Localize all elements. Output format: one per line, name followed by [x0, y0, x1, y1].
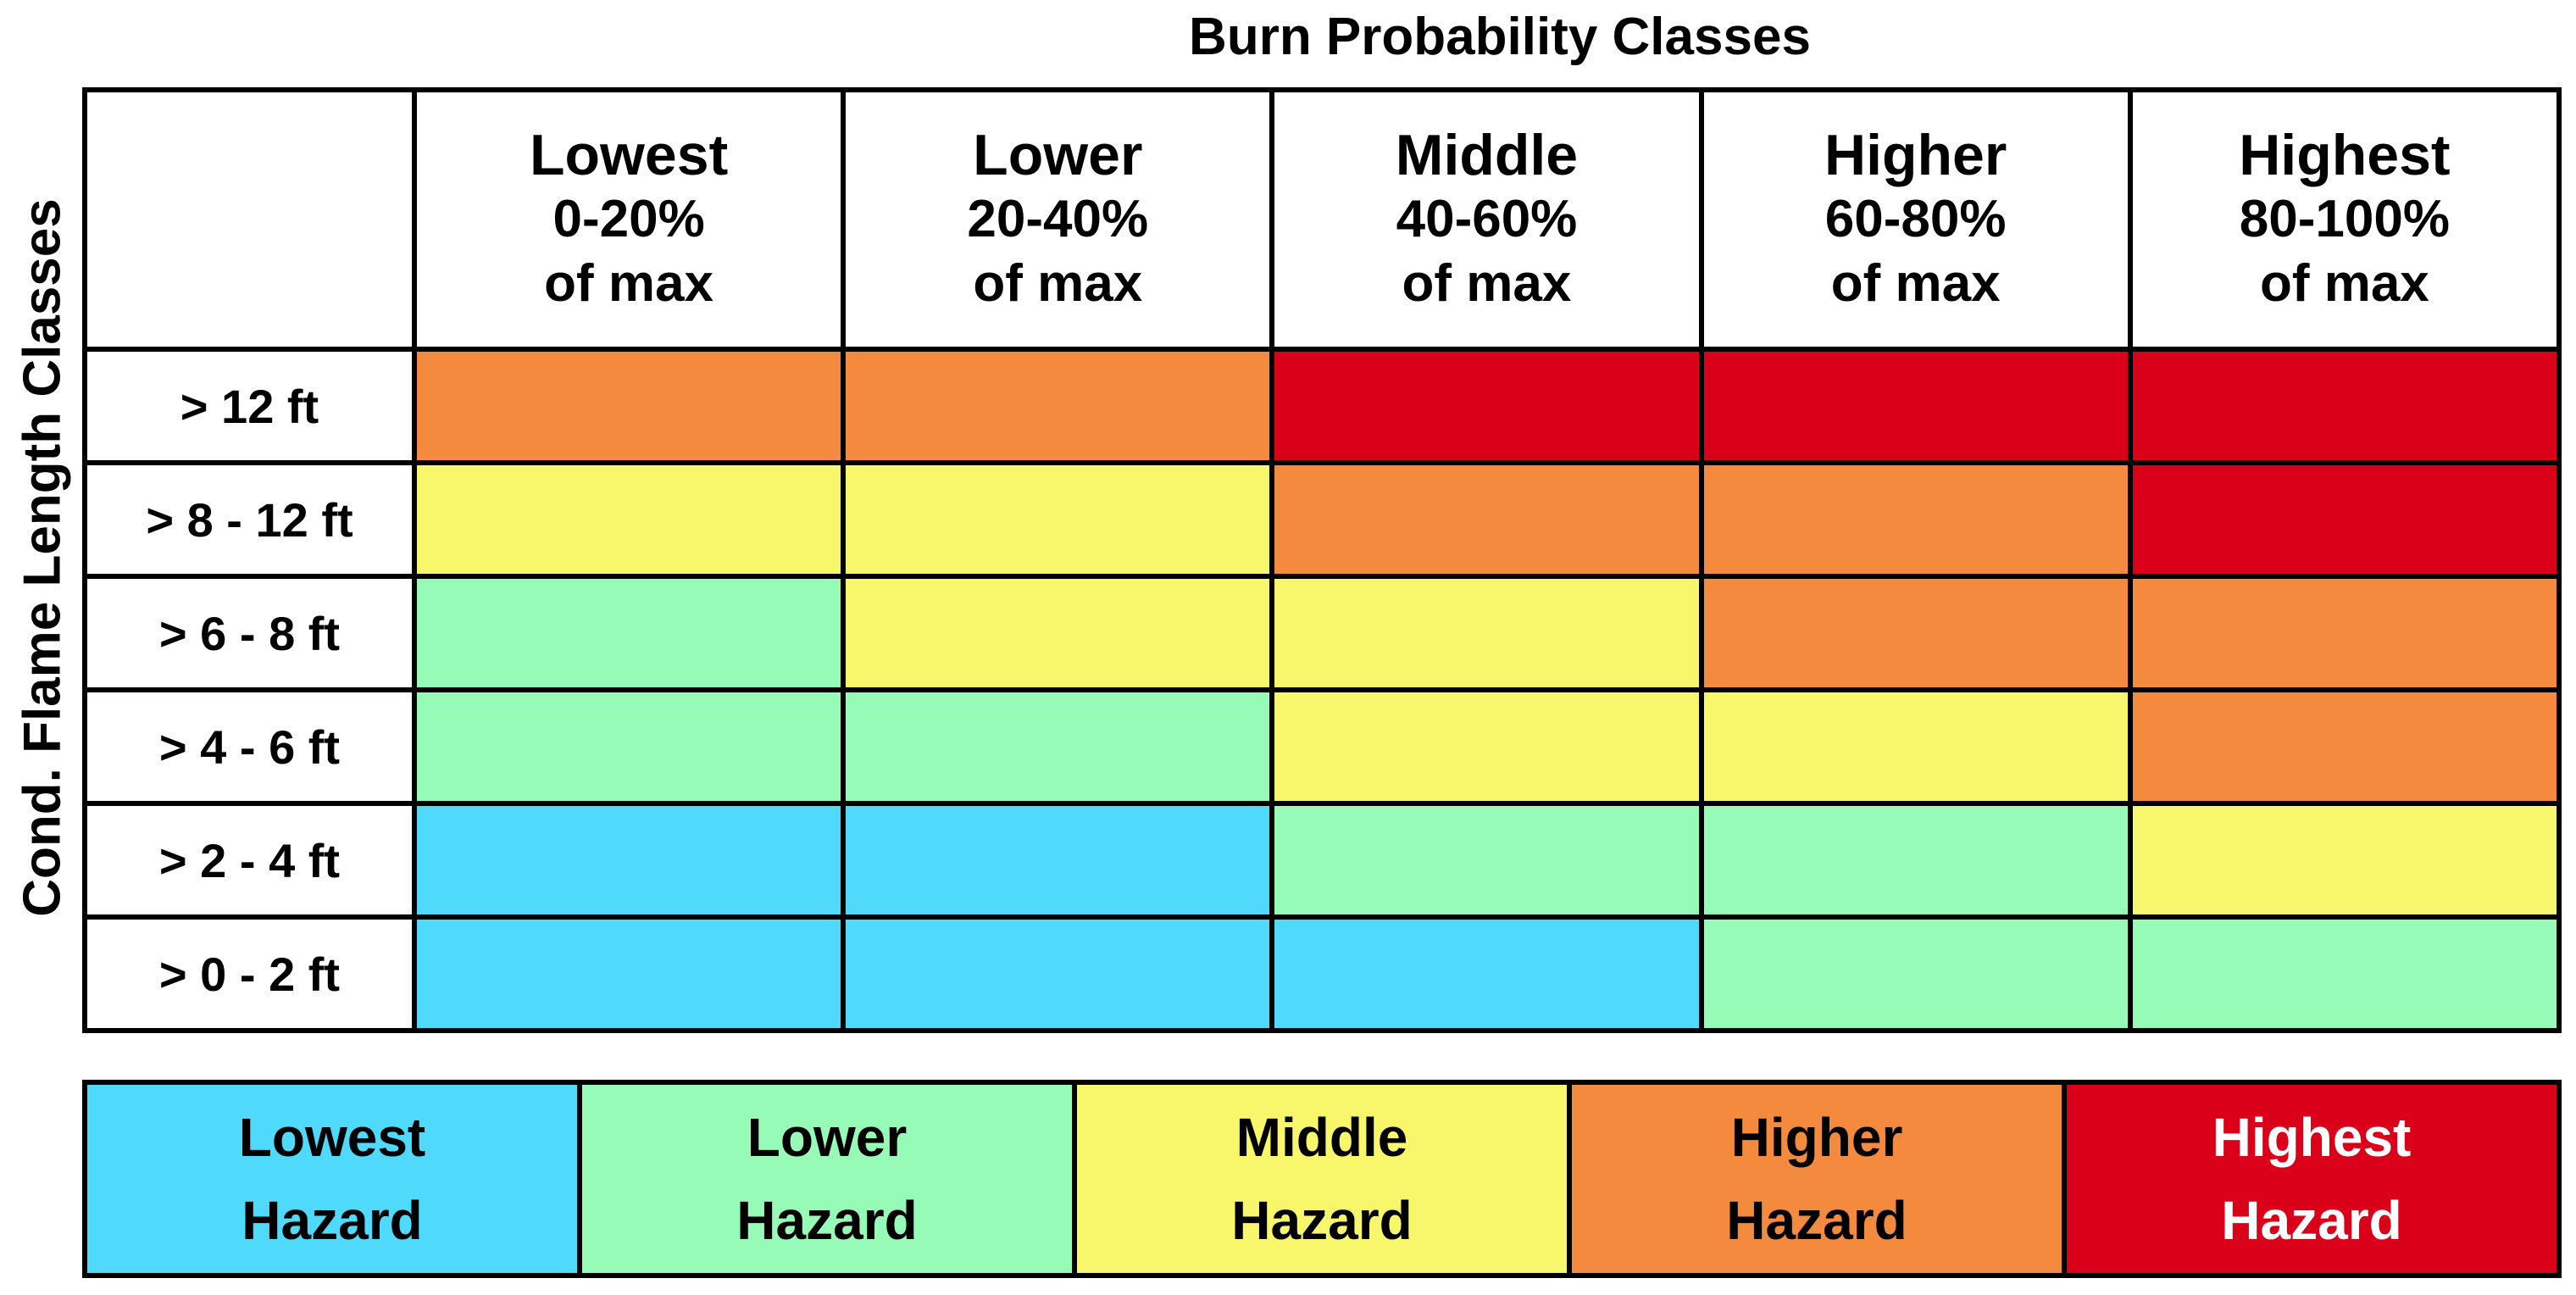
matrix-cell [2127, 687, 2562, 806]
matrix-cell [411, 347, 847, 465]
legend-label-line2: Hazard [1726, 1190, 1907, 1251]
column-range-label: 80-100% [2239, 190, 2450, 248]
matrix-cell [841, 347, 1275, 465]
matrix-cell [2127, 347, 2562, 465]
legend-label-line1: Highest [2212, 1107, 2412, 1168]
legend-item-higher: Higher Hazard [1567, 1080, 2067, 1278]
column-class-label: Middle [1395, 123, 1579, 187]
matrix-cell [1698, 687, 2133, 806]
legend-row: Lowest Hazard Lower Hazard Middle Hazard Highe… [82, 1080, 2562, 1278]
matrix-row: > 12 ft [82, 347, 2562, 465]
matrix-cell [411, 460, 847, 579]
column-suffix-label: of max [2259, 254, 2429, 313]
matrix-row: > 8 - 12 ft [82, 460, 2562, 579]
column-range-label: 0-20% [552, 190, 705, 248]
matrix-cell [1269, 687, 1704, 806]
legend-label-line1: Higher [1730, 1107, 1903, 1168]
matrix-cell [841, 801, 1275, 920]
matrix-row: > 6 - 8 ft [82, 574, 2562, 692]
legend-label-line2: Hazard [736, 1190, 918, 1251]
matrix-cell [841, 574, 1275, 692]
legend-item-highest: Highest Hazard [2062, 1080, 2562, 1278]
legend-label-line2: Hazard [1231, 1190, 1413, 1251]
legend-label-line1: Middle [1235, 1107, 1408, 1168]
matrix-cell [2127, 801, 2562, 920]
column-suffix-label: of max [973, 254, 1143, 313]
matrix-cell [2127, 574, 2562, 692]
matrix-cell [841, 914, 1275, 1033]
corner-cell [82, 87, 417, 352]
column-suffix-label: of max [1830, 254, 2001, 313]
column-header-highest: Highest 80-100% of max [2127, 87, 2562, 352]
matrix-cell [411, 687, 847, 806]
matrix-cell [1698, 914, 2133, 1033]
matrix-cell [1698, 574, 2133, 692]
hazard-legend: Lowest Hazard Lower Hazard Middle Hazard Highe… [82, 1080, 2562, 1278]
hazard-matrix: Lowest 0-20% of max Lower 20-40% of max Middle… [82, 87, 2562, 1033]
row-header: > 2 - 4 ft [82, 801, 417, 920]
y-axis-label: Cond. Flame Length Classes [13, 198, 72, 917]
column-suffix-label: of max [544, 254, 714, 313]
matrix-cell [1269, 460, 1704, 579]
matrix-cell [1269, 347, 1704, 465]
legend-item-lower: Lower Hazard [577, 1080, 1077, 1278]
row-header: > 6 - 8 ft [82, 574, 417, 692]
matrix-cell [1269, 574, 1704, 692]
column-class-label: Lower [973, 123, 1143, 187]
matrix-cell [1269, 801, 1704, 920]
matrix-cell [411, 914, 847, 1033]
column-class-label: Lowest [529, 123, 729, 187]
chart-title: Burn Probability Classes [1189, 8, 1811, 66]
column-header-middle: Middle 40-60% of max [1269, 87, 1704, 352]
column-range-label: 60-80% [1824, 190, 2007, 248]
column-header-lower: Lower 20-40% of max [841, 87, 1275, 352]
column-header-lowest: Lowest 0-20% of max [411, 87, 847, 352]
matrix-cell [1698, 460, 2133, 579]
row-header: > 0 - 2 ft [82, 914, 417, 1033]
matrix-cell [1269, 914, 1704, 1033]
matrix-cell [2127, 460, 2562, 579]
legend-item-lowest: Lowest Hazard [82, 1080, 582, 1278]
legend-label-line1: Lower [747, 1107, 908, 1168]
matrix-row: > 0 - 2 ft [82, 914, 2562, 1033]
row-header: > 12 ft [82, 347, 417, 465]
column-class-label: Highest [2239, 123, 2451, 187]
matrix-row: > 2 - 4 ft [82, 801, 2562, 920]
column-header-higher: Higher 60-80% of max [1698, 87, 2133, 352]
legend-label-line2: Hazard [2221, 1190, 2402, 1251]
matrix-row: > 4 - 6 ft [82, 687, 2562, 806]
matrix-cell [1698, 347, 2133, 465]
matrix-cell [2127, 914, 2562, 1033]
legend-label-line1: Lowest [238, 1107, 426, 1168]
matrix-cell [841, 460, 1275, 579]
matrix-cell [411, 574, 847, 692]
row-header: > 4 - 6 ft [82, 687, 417, 806]
column-class-label: Higher [1824, 123, 2007, 187]
legend-label-line2: Hazard [242, 1190, 423, 1251]
column-suffix-label: of max [1402, 254, 1572, 313]
column-range-label: 40-60% [1396, 190, 1578, 248]
row-header: > 8 - 12 ft [82, 460, 417, 579]
column-range-label: 20-40% [967, 190, 1149, 248]
matrix-cell [841, 687, 1275, 806]
legend-item-middle: Middle Hazard [1072, 1080, 1572, 1278]
y-axis-label-box: Cond. Flame Length Classes [0, 92, 85, 1024]
column-header-row: Lowest 0-20% of max Lower 20-40% of max Middle… [82, 87, 2562, 352]
matrix-cell [411, 801, 847, 920]
matrix-cell [1698, 801, 2133, 920]
